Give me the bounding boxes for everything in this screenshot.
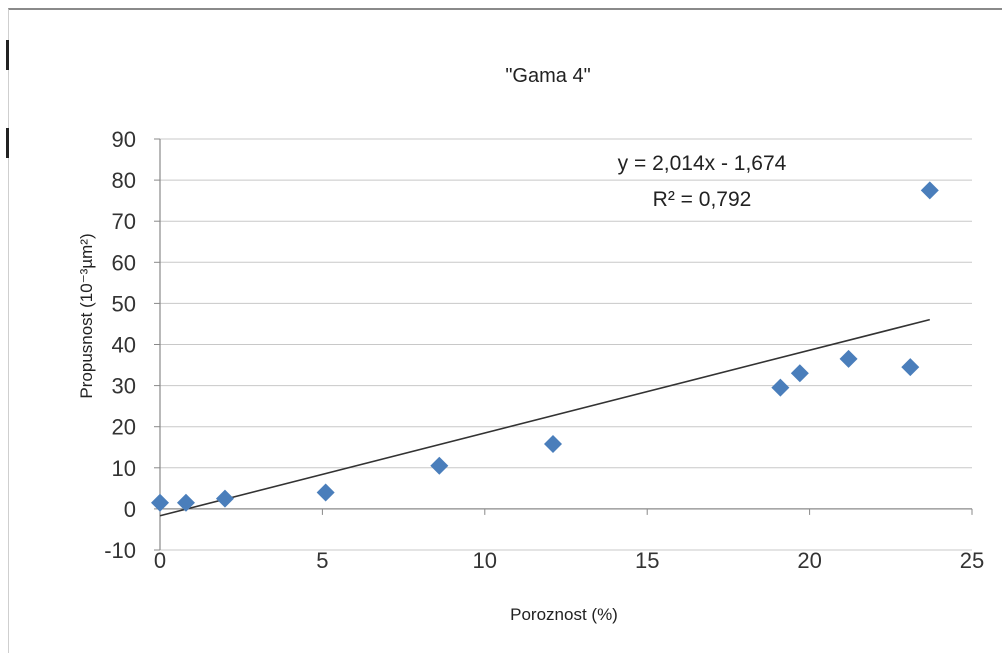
data-point <box>215 489 234 508</box>
y-tick-label: 20 <box>112 415 136 440</box>
gridlines <box>160 138 972 551</box>
x-tick-labels: 0 5 10 15 20 25 <box>154 548 984 573</box>
left-edge-mark <box>6 40 9 70</box>
y-tick-label: 60 <box>112 250 136 275</box>
data-point <box>151 493 169 512</box>
data-point <box>430 456 449 475</box>
x-tick-label: 0 <box>154 548 166 573</box>
data-point <box>790 364 809 383</box>
y-tick-label: 10 <box>112 456 136 481</box>
axes <box>154 138 973 551</box>
data-points <box>151 181 939 512</box>
x-tick-label: 25 <box>960 548 984 573</box>
y-tick-label: 0 <box>124 497 136 522</box>
y-tick-label: 50 <box>112 291 136 316</box>
y-tick-label: -10 <box>104 538 136 563</box>
y-tick-labels: -10 0 10 20 30 40 50 60 70 80 90 <box>104 127 136 563</box>
data-point <box>771 378 790 397</box>
chart-frame <box>8 8 1002 653</box>
data-point <box>901 358 920 377</box>
data-point <box>920 181 939 200</box>
x-tick-label: 10 <box>473 548 497 573</box>
y-tick-label: 40 <box>112 333 136 358</box>
data-point <box>316 483 335 502</box>
r-squared-label: R² = 0,792 <box>653 188 752 211</box>
y-tick-label: 30 <box>112 374 136 399</box>
x-tick-label: 20 <box>797 548 821 573</box>
y-axis-label: Propusnost (10⁻³µm²) <box>77 233 96 398</box>
left-edge-mark <box>6 128 9 158</box>
trendline-equation: y = 2,014x - 1,674 <box>618 152 787 175</box>
data-point <box>176 493 195 512</box>
y-tick-label: 70 <box>112 209 136 234</box>
trendline-group <box>159 318 930 517</box>
y-tick-label: 80 <box>112 168 136 193</box>
data-point <box>839 349 858 368</box>
y-tick-label: 90 <box>112 127 136 152</box>
x-tick-label: 5 <box>316 548 328 573</box>
x-axis-label: Poroznost (%) <box>510 605 618 624</box>
trendline <box>159 318 930 517</box>
data-point <box>544 434 563 453</box>
x-tick-label: 15 <box>635 548 659 573</box>
chart-title: "Gama 4" <box>505 65 590 87</box>
